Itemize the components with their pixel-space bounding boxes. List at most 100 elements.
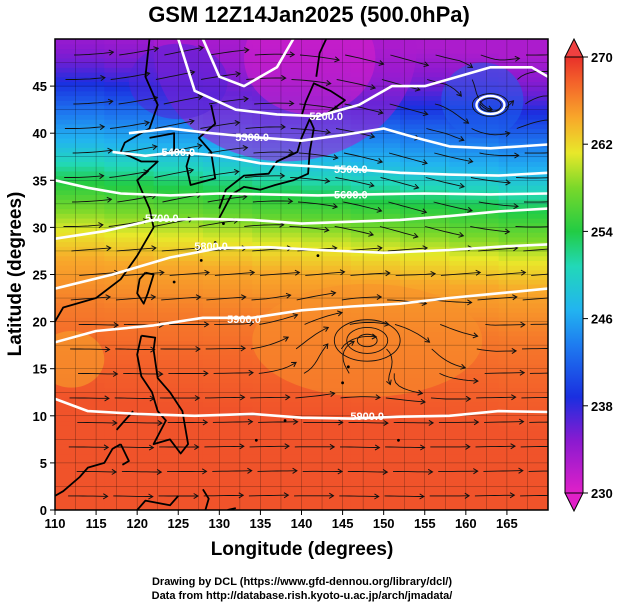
temperature-cell xyxy=(252,439,303,445)
streamline xyxy=(109,170,149,178)
streamline xyxy=(433,201,473,212)
temperature-cell xyxy=(252,260,303,266)
streamline-arrowhead xyxy=(472,332,479,339)
streamline-arrowhead xyxy=(150,346,156,353)
temperature-cell xyxy=(400,123,450,130)
temperature-cell xyxy=(449,288,500,294)
temperature-cell xyxy=(498,448,548,455)
temperature-cell xyxy=(449,486,500,492)
streamline-arrowhead xyxy=(148,493,154,500)
height-contour-label: 5300.0 xyxy=(235,132,269,144)
streamline-arrowhead xyxy=(376,206,383,213)
temperature-cell xyxy=(449,189,500,196)
temperature-cell xyxy=(104,420,155,426)
temperature-cell xyxy=(400,114,450,120)
temperature-cell xyxy=(350,434,401,440)
temperature-cell xyxy=(55,312,105,318)
streamline xyxy=(387,247,428,252)
temperature-cell xyxy=(498,109,548,115)
streamline-arrowhead xyxy=(281,74,287,82)
temperature-cell xyxy=(400,128,450,134)
temperature-cell xyxy=(55,434,105,440)
temperature-cell xyxy=(55,495,105,502)
temperature-anomaly xyxy=(55,331,105,388)
temperature-cell xyxy=(104,166,155,172)
temperature-cell xyxy=(449,255,500,261)
temperature-cell xyxy=(153,260,204,266)
island xyxy=(316,254,320,258)
temperature-cell xyxy=(153,340,204,346)
streamline xyxy=(385,446,425,448)
streamline-arrowhead xyxy=(423,61,430,68)
temperature-cell xyxy=(202,345,253,351)
temperature-cell xyxy=(252,373,303,379)
streamline-arrowhead xyxy=(558,93,562,98)
streamline-arrowhead xyxy=(424,337,431,343)
temperature-cell xyxy=(498,298,548,304)
temperature-cell xyxy=(400,505,450,510)
temperature-cell xyxy=(104,175,155,181)
temperature-cell xyxy=(449,208,500,214)
streamline xyxy=(206,296,246,301)
streamline xyxy=(200,122,240,129)
temperature-cell xyxy=(202,208,253,214)
temperature-cell xyxy=(350,505,401,510)
temperature-cell xyxy=(449,477,500,483)
streamline-arrowhead xyxy=(292,467,298,474)
streamline xyxy=(440,271,481,276)
temperature-cell xyxy=(104,387,155,393)
streamline-arrowhead xyxy=(194,444,200,451)
temperature-cell xyxy=(55,269,105,276)
streamline xyxy=(388,152,428,164)
temperature-cell xyxy=(153,255,204,261)
temperature-cell xyxy=(350,147,401,153)
temperature-cell xyxy=(252,180,303,186)
streamline xyxy=(72,149,113,154)
streamline-arrowhead xyxy=(283,336,290,342)
temperature-cell xyxy=(153,462,204,469)
y-tick-label: 20 xyxy=(33,315,47,330)
temperature-cell xyxy=(104,298,155,304)
temperature-cell xyxy=(498,76,548,82)
temperature-cell xyxy=(252,392,303,398)
streamline-arrowhead xyxy=(102,493,109,500)
streamline-arrowhead xyxy=(288,100,295,107)
temperature-cell xyxy=(104,185,155,191)
temperature-cell xyxy=(202,213,253,219)
coastline xyxy=(202,488,210,510)
temperature-cell xyxy=(55,486,105,492)
streamline-arrowhead xyxy=(520,321,526,328)
temperature-cell xyxy=(498,359,548,365)
temperature-cell xyxy=(498,481,548,488)
island xyxy=(283,419,287,422)
temperature-cell xyxy=(104,345,155,351)
temperature-cell xyxy=(104,462,155,469)
temperature-cell xyxy=(202,161,253,167)
temperature-cell xyxy=(301,217,352,224)
temperature-cell xyxy=(153,274,204,280)
streamline-arrowhead xyxy=(242,145,249,151)
temperature-cell xyxy=(202,326,253,332)
temperature-cell xyxy=(252,401,303,407)
circulation-ring xyxy=(333,319,401,362)
temperature-cell xyxy=(301,401,352,407)
streamline xyxy=(483,470,523,472)
streamline xyxy=(340,396,381,399)
temperature-cell xyxy=(104,382,155,389)
streamline-arrowhead xyxy=(235,71,241,78)
temperature-cell xyxy=(350,411,401,417)
temperature-cell xyxy=(104,472,155,478)
temperature-cell xyxy=(202,439,253,445)
temperature-cell xyxy=(449,396,500,403)
temperature-cell xyxy=(104,373,155,379)
temperature-cell xyxy=(449,307,500,313)
streamline xyxy=(484,372,525,374)
temperature-cell xyxy=(55,472,105,478)
credit-drawing: Drawing by DCL (https://www.gfd-dennou.o… xyxy=(152,576,452,588)
temperature-cell xyxy=(400,462,450,469)
temperature-cell xyxy=(153,241,204,247)
temperature-cell xyxy=(350,453,401,459)
temperature-cell xyxy=(153,326,204,332)
colorbar-gradient xyxy=(564,56,584,494)
streamline xyxy=(480,54,520,61)
